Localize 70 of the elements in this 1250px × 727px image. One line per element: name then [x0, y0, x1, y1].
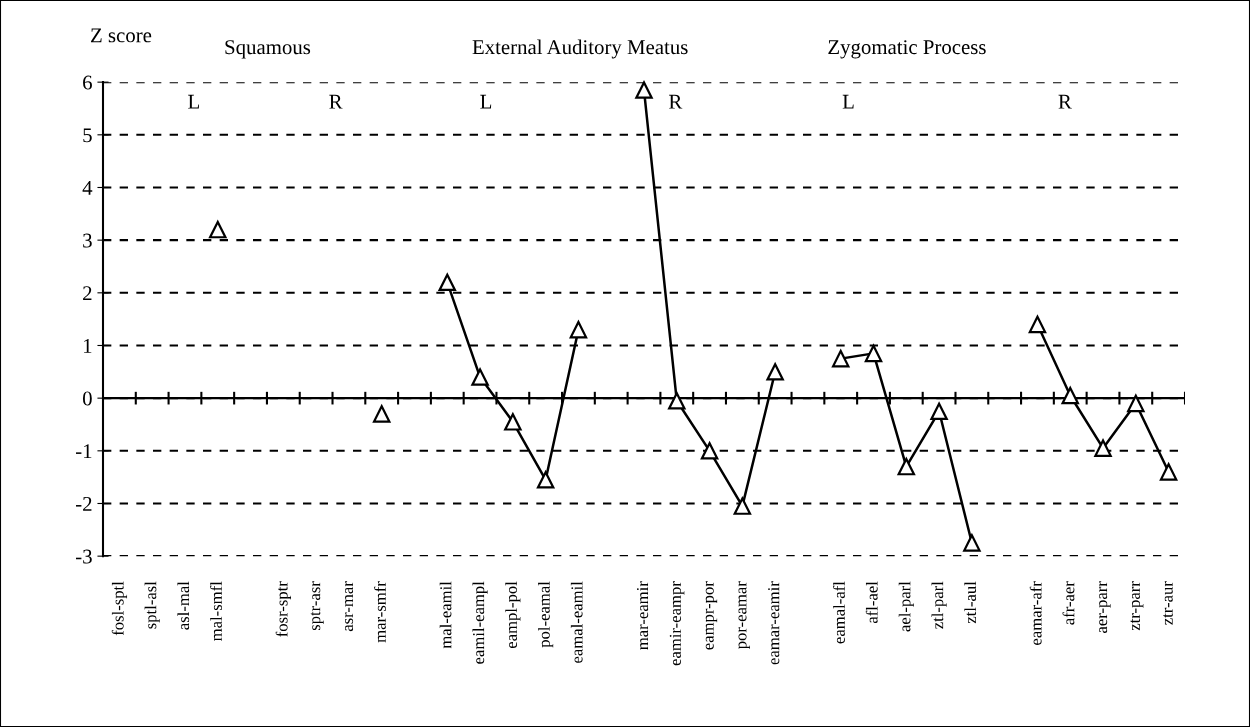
- point: [930, 402, 948, 421]
- point: [471, 368, 489, 386]
- y-tick-label: 6: [83, 75, 92, 90]
- point: [831, 349, 850, 368]
- y-tick-label: -2: [76, 496, 92, 511]
- y-tick-label: 5: [83, 128, 92, 143]
- x-tick-label: eamal-afl: [833, 581, 845, 644]
- x-tick-label: mar-eamir: [636, 581, 649, 650]
- text: Zygomatic Process: [828, 40, 986, 59]
- x-tick-label: pol-eamal: [538, 581, 554, 648]
- annotation: L: [480, 94, 492, 109]
- y-tick-label: -1: [76, 444, 92, 459]
- y-tick-label: 2: [83, 286, 92, 301]
- x-tick-label: eampr-por: [705, 581, 718, 650]
- y-tick-label: 0: [82, 391, 92, 406]
- x-tick-label: mal-eamil: [439, 581, 452, 649]
- x-tick-label: afr-aer: [1062, 581, 1075, 625]
- point: [668, 392, 686, 410]
- point: [1094, 439, 1112, 457]
- point: [569, 320, 588, 339]
- annotation: R: [669, 94, 683, 109]
- x-tick-label: asr-mar: [345, 581, 354, 632]
- x-tick-label: ztl-aul: [964, 581, 977, 624]
- x-tick-label: mal-smfl: [210, 581, 222, 641]
- x-tick-label: eamar-afr: [1029, 581, 1042, 645]
- point: [635, 81, 653, 99]
- x-tick-label: ztl-parl: [931, 581, 947, 629]
- y-tick-label: 1: [84, 338, 92, 353]
- y-tick-label: 3: [83, 233, 92, 248]
- y-tick-label: -3: [76, 549, 92, 564]
- annotation: L: [188, 94, 199, 109]
- point: [1159, 463, 1178, 481]
- x-tick-label: ztr-aur: [1163, 581, 1173, 625]
- point: [1127, 394, 1145, 413]
- x-tick-label: aer-parr: [1099, 581, 1111, 633]
- x-tick-label: eamar-eamir: [768, 581, 780, 665]
- point: [438, 273, 457, 292]
- x-tick-label: fosl-sptl: [111, 581, 128, 636]
- point: [963, 534, 981, 552]
- point: [700, 442, 719, 460]
- point: [864, 344, 883, 363]
- x-tick-label: mar-smfr: [373, 581, 386, 643]
- x-tick-label: eamir-eampr: [669, 581, 685, 666]
- annotation: R: [329, 94, 343, 109]
- point: [372, 405, 391, 423]
- x-tick-label: ael-parl: [898, 581, 914, 632]
- point: [536, 471, 555, 489]
- point: [1028, 315, 1047, 334]
- x-tick-label: sptl-asl: [144, 581, 160, 629]
- text: Squamous: [225, 40, 311, 59]
- y-axis-title: Z score: [91, 28, 152, 43]
- x-tick-label: por-eamar: [738, 581, 750, 650]
- point: [504, 413, 522, 431]
- annotation: L: [842, 94, 854, 109]
- point: [766, 363, 784, 381]
- point: [733, 497, 752, 515]
- point: [897, 457, 916, 476]
- text: External Auditory Meatus: [472, 39, 688, 59]
- y-tick-label: 4: [82, 181, 93, 195]
- annotation: R: [1058, 94, 1072, 109]
- x-tick-label: eampl-pol: [505, 581, 521, 649]
- x-tick-label: eamal-eamil: [570, 581, 583, 663]
- x-tick-label: ztr-parr: [1130, 581, 1144, 631]
- x-tick-label: asl-mal: [177, 581, 190, 630]
- point: [209, 220, 227, 239]
- x-tick-label: fosr-sptr: [275, 581, 291, 637]
- x-tick-label: eamil-eampl: [472, 581, 488, 664]
- x-tick-label: afl-ael: [865, 581, 878, 624]
- point: [1061, 386, 1079, 405]
- x-tick-label: sptr-asr: [310, 581, 324, 631]
